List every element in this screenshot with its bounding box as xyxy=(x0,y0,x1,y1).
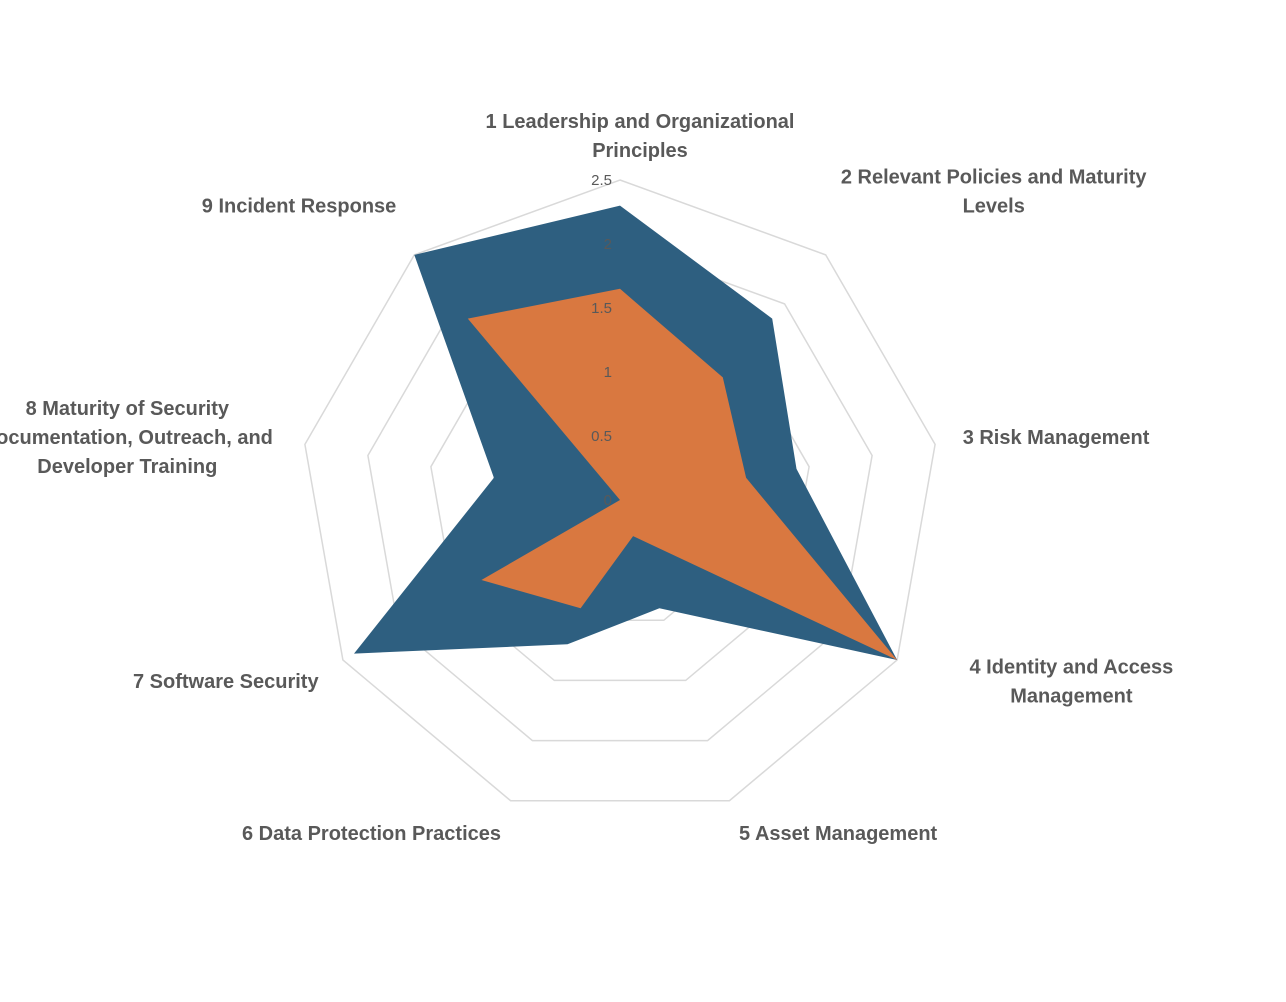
radial-tick-label: 1.5 xyxy=(591,300,612,317)
category-label: 7 Software Security xyxy=(133,671,320,693)
category-label-line: Developer Training xyxy=(37,456,217,478)
series-area-2 xyxy=(467,288,898,660)
radial-tick-label: 2 xyxy=(604,236,612,253)
category-label-line: 9 Incident Response xyxy=(202,196,397,218)
category-label-line: Levels xyxy=(963,196,1025,218)
grid-ring xyxy=(304,179,936,802)
category-label-line: Management xyxy=(1010,686,1133,708)
radial-tick-label: 1 xyxy=(604,364,612,381)
category-label-line: Principles xyxy=(592,140,688,162)
category-label-line: 1 Leadership and Organizational xyxy=(486,111,795,133)
category-labels: 1 Leadership and Organizational Principle… xyxy=(0,111,1173,845)
category-label-line: 5 Asset Management xyxy=(739,823,938,845)
radial-tick-label: 2.5 xyxy=(591,172,612,189)
category-label: 1 Leadership and Organizational Principle… xyxy=(486,111,795,162)
category-label: 8 Maturity of Security Documentation, Out… xyxy=(0,398,273,478)
category-label: 9 Incident Response xyxy=(202,196,397,218)
category-label-line: 4 Identity and Access xyxy=(970,657,1174,679)
category-label: 4 Identity and Access Management xyxy=(970,657,1174,708)
radial-tick-label: 0.5 xyxy=(591,428,612,445)
category-label-line: Documentation, Outreach, and xyxy=(0,427,273,449)
category-label: 5 Asset Management xyxy=(739,823,938,845)
category-label-line: 6 Data Protection Practices xyxy=(242,823,501,845)
grid-ring xyxy=(367,243,873,742)
category-label: 3 Risk Management xyxy=(963,427,1150,449)
category-label-line: 7 Software Security xyxy=(133,671,320,693)
radial-tick-label: 0 xyxy=(604,492,612,509)
category-label-line: 2 Relevant Policies and Maturity xyxy=(841,167,1148,189)
category-label: 2 Relevant Policies and Maturity Levels xyxy=(841,167,1148,218)
radial-axis-ticks: 0 0.5 1 1.5 2 2.5 xyxy=(591,172,612,509)
category-label-line: 3 Risk Management xyxy=(963,427,1150,449)
category-label-line: 8 Maturity of Security xyxy=(26,398,230,420)
radar-series xyxy=(354,205,898,660)
category-label: 6 Data Protection Practices xyxy=(242,823,501,845)
